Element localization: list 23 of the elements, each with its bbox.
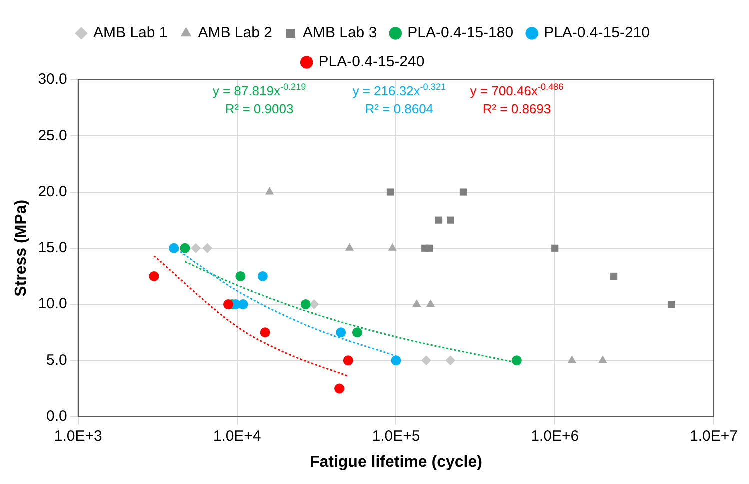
x-tick-label: 1.0E+3 xyxy=(54,428,102,445)
annotation: R² = 0.9003 xyxy=(225,102,294,117)
annotation: R² = 0.8693 xyxy=(482,102,552,117)
legend-label: PLA-0.4-15-210 xyxy=(544,24,650,42)
y-axis-title: Stress (MPa) xyxy=(13,200,30,297)
y-tick-label: 30.0 xyxy=(38,71,68,88)
x-axis-title: Fatigue lifetime (cycle) xyxy=(310,454,482,471)
y-tick-label: 5.0 xyxy=(46,352,68,369)
x-tick-label: 1.0E+6 xyxy=(531,428,580,445)
legend-label: AMB Lab 2 xyxy=(198,24,272,42)
legend-label: AMB Lab 1 xyxy=(94,24,168,42)
y-tick-label: 0.0 xyxy=(46,408,68,425)
y-tick-label: 15.0 xyxy=(38,240,68,257)
annotation: R² = 0.8604 xyxy=(365,102,434,117)
x-tick-label: 1.0E+5 xyxy=(372,428,420,445)
x-tick-label: 1.0E+7 xyxy=(690,428,738,445)
y-tick-label: 20.0 xyxy=(38,183,68,200)
legend-label: AMB Lab 3 xyxy=(302,24,378,42)
y-tick-label: 10.0 xyxy=(38,296,68,313)
legend-label: PLA-0.4-15-180 xyxy=(408,24,514,42)
legend-label: PLA-0.4-15-240 xyxy=(318,54,425,71)
x-tick-label: 1.0E+4 xyxy=(213,428,262,445)
y-tick-label: 25.0 xyxy=(38,127,68,144)
